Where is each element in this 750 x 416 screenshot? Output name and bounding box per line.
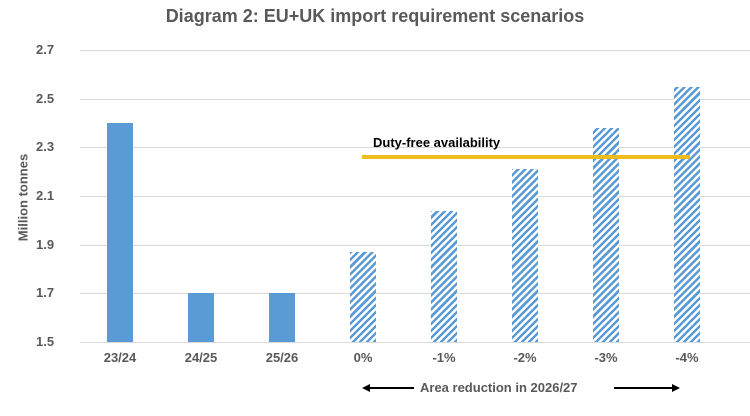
bar-23/24 [107,123,133,342]
chart-title: Diagram 2: EU+UK import requirement scen… [165,6,585,26]
x-tick-label: 23/24 [103,350,137,365]
y-axis-label: Million tonnes [15,153,31,242]
x-tick-label: 25/26 [265,350,299,365]
y-tick-label: 1.5 [36,334,55,349]
y-tick-label: 2.3 [36,139,55,155]
gridline [80,293,750,295]
y-tick-label: 1.7 [36,285,55,301]
y-tick-label: 2.1 [36,188,55,203]
y-tick-label: 2.5 [36,90,55,106]
y-tick-label: 1.9 [36,236,55,252]
gridline [80,196,750,197]
bar--3% [593,127,619,342]
arrow-right-icon [672,384,680,392]
area-reduction-annotation: Area reduction in 2026/27 [420,380,578,395]
y-tick-label: 2.7 [36,42,55,57]
gridline [80,50,750,51]
duty-free-line [362,155,690,160]
gridline [80,147,750,149]
x-tick-label: -3% [594,350,618,365]
gridline [80,342,750,343]
arrow-left-icon [362,384,370,392]
x-tick-label: -1% [432,350,456,365]
bar--2% [512,169,538,342]
bar-24/25 [188,293,214,342]
bar-25/26 [269,293,295,342]
gridline [80,98,750,100]
duty-free-label: Duty-free availability [373,135,501,151]
arrow-left-line [368,387,414,389]
bar--1% [431,210,457,342]
x-tick-label: 0% [353,350,373,365]
arrow-right-line [614,387,674,389]
gridline [80,244,750,246]
x-tick-label: 24/25 [184,350,218,365]
bar-0% [350,251,376,342]
x-tick-label: -4% [675,350,699,365]
x-tick-label: -2% [513,350,537,365]
bar--4% [674,86,700,342]
